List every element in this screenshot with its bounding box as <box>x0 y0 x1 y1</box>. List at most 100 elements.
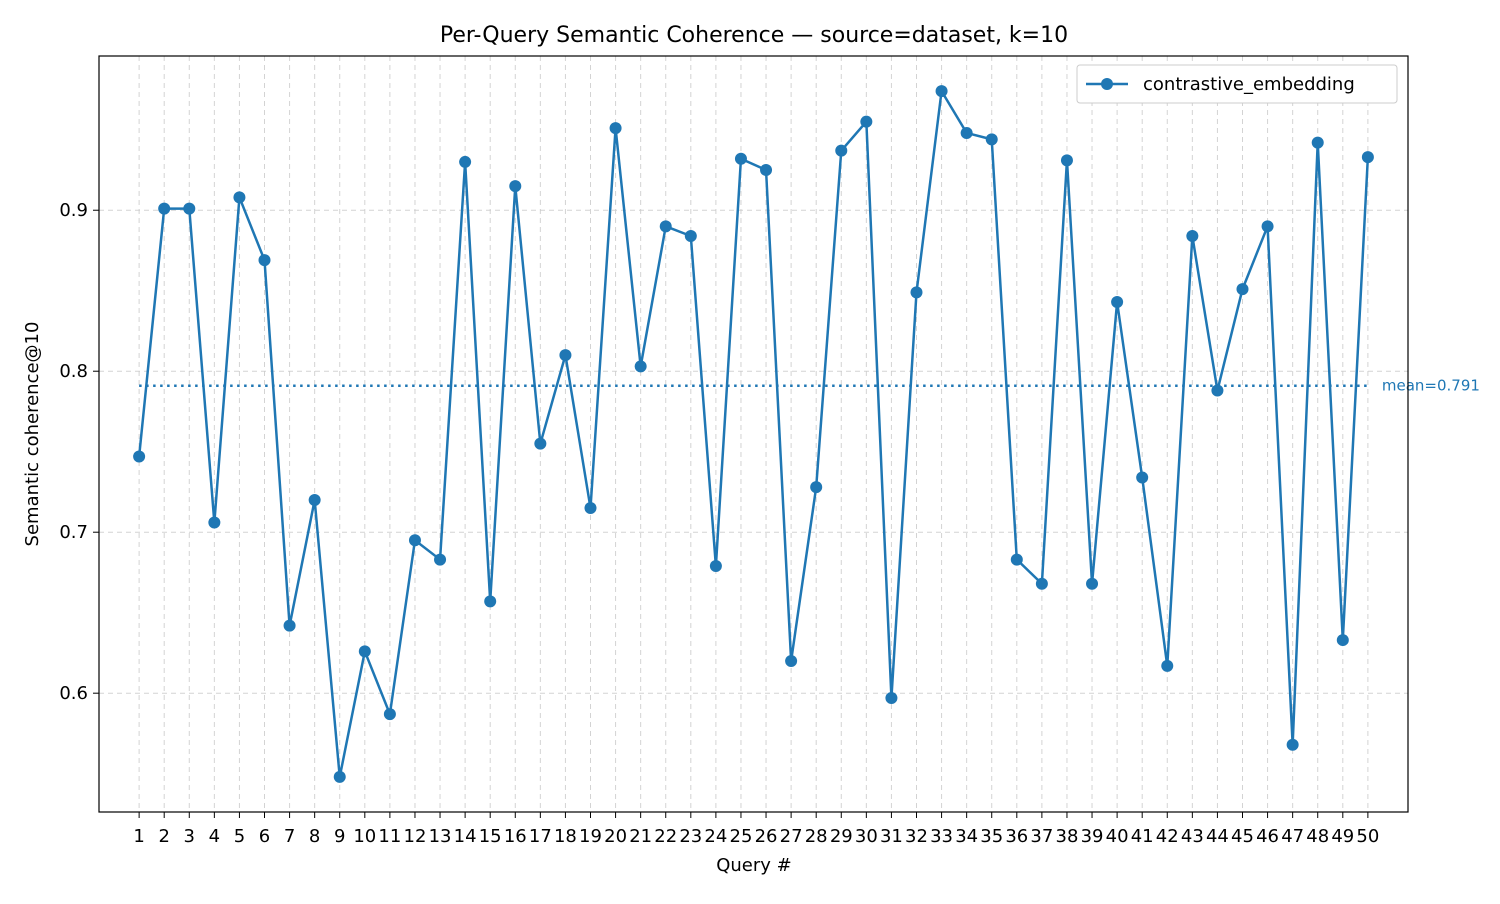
data-point <box>734 152 747 165</box>
data-point <box>960 126 973 139</box>
y-tick-label: 0.9 <box>59 200 88 221</box>
x-tick-label: 31 <box>880 826 903 847</box>
data-point <box>1286 738 1299 751</box>
x-tick-label: 24 <box>704 826 727 847</box>
data-point <box>208 516 221 529</box>
x-tick-label: 19 <box>579 826 602 847</box>
mean-label: mean=0.791 <box>1382 377 1480 395</box>
data-point <box>810 481 823 494</box>
x-tick-label: 45 <box>1231 826 1254 847</box>
chart-title: Per-Query Semantic Coherence — source=da… <box>440 23 1068 48</box>
x-tick-label: 3 <box>184 826 195 847</box>
y-tick-label: 0.8 <box>59 361 88 382</box>
x-tick-label: 40 <box>1106 826 1129 847</box>
data-point <box>1086 577 1099 590</box>
y-axis-ticks: 0.6 0.7 0.8 0.9 <box>59 200 99 704</box>
x-tick-label: 12 <box>404 826 427 847</box>
x-tick-label: 50 <box>1356 826 1379 847</box>
x-tick-label: 35 <box>980 826 1003 847</box>
data-point <box>609 122 622 135</box>
data-point <box>484 595 497 608</box>
x-tick-label: 49 <box>1331 826 1354 847</box>
data-point <box>258 254 271 267</box>
x-tick-label: 6 <box>259 826 270 847</box>
data-point <box>1211 384 1224 397</box>
data-point <box>634 360 647 373</box>
x-tick-label: 43 <box>1181 826 1204 847</box>
data-point <box>408 534 421 547</box>
x-tick-label: 33 <box>930 826 953 847</box>
x-tick-label: 25 <box>730 826 753 847</box>
y-axis-label: Semantic coherence@10 <box>22 322 43 547</box>
data-point <box>333 770 346 783</box>
data-point <box>910 286 923 299</box>
x-tick-label: 42 <box>1156 826 1179 847</box>
data-point <box>534 437 547 450</box>
x-tick-label: 11 <box>378 826 401 847</box>
series-line <box>137 89 1370 779</box>
data-point <box>1186 229 1199 242</box>
data-point <box>760 163 773 176</box>
x-tick-label: 18 <box>554 826 577 847</box>
x-tick-label: 15 <box>479 826 502 847</box>
x-tick-label: 27 <box>780 826 803 847</box>
x-tick-label: 2 <box>158 826 169 847</box>
x-tick-label: 26 <box>755 826 778 847</box>
data-point <box>935 85 948 98</box>
data-point <box>659 220 672 233</box>
data-point <box>1336 634 1349 647</box>
data-point <box>1060 154 1073 167</box>
x-tick-label: 29 <box>830 826 853 847</box>
x-tick-label: 34 <box>955 826 978 847</box>
x-tick-label: 47 <box>1281 826 1304 847</box>
x-axis-ticks: 1 2 3 4 5 6 7 8 9 10 11 12 13 14 15 16 17 18 19 20 21 22 23 24 2… <box>133 812 1379 847</box>
y-tick-label: 0.6 <box>59 683 88 704</box>
data-point <box>885 692 898 705</box>
x-axis-label: Query # <box>716 855 792 876</box>
x-tick-label: 32 <box>905 826 928 847</box>
data-point <box>985 133 998 146</box>
data-point <box>1136 471 1149 484</box>
x-tick-label: 10 <box>353 826 376 847</box>
data-point <box>283 619 296 632</box>
data-point <box>434 553 447 566</box>
data-point <box>509 180 522 193</box>
data-point <box>1361 151 1374 164</box>
data-point <box>835 144 848 157</box>
x-tick-label: 13 <box>429 826 452 847</box>
data-point <box>358 645 371 658</box>
data-point <box>1111 295 1124 308</box>
data-point <box>133 450 146 463</box>
legend-marker-swatch <box>1101 78 1113 90</box>
x-tick-label: 16 <box>504 826 527 847</box>
data-point <box>684 229 697 242</box>
x-tick-label: 44 <box>1206 826 1229 847</box>
x-tick-label: 5 <box>234 826 245 847</box>
x-tick-label: 17 <box>529 826 552 847</box>
x-tick-label: 21 <box>629 826 652 847</box>
data-point <box>308 494 321 507</box>
legend-box <box>1076 64 1398 104</box>
x-tick-label: 9 <box>334 826 345 847</box>
data-point <box>183 202 196 215</box>
mean-line-group: mean=0.791 <box>139 377 1480 395</box>
legend-label: contrastive_embedding <box>1143 74 1355 95</box>
x-tick-label: 48 <box>1306 826 1329 847</box>
data-point <box>584 502 597 515</box>
data-point <box>785 654 798 667</box>
legend: contrastive_embedding <box>1076 64 1398 104</box>
data-point <box>158 202 171 215</box>
x-tick-label: 28 <box>805 826 828 847</box>
data-point <box>383 708 396 721</box>
data-point <box>1010 553 1023 566</box>
x-tick-label: 4 <box>209 826 220 847</box>
data-point <box>709 560 722 573</box>
data-point <box>459 155 472 168</box>
x-tick-label: 7 <box>284 826 295 847</box>
x-tick-label: 23 <box>679 826 702 847</box>
x-tick-label: 20 <box>604 826 627 847</box>
data-point <box>1311 136 1324 149</box>
data-point <box>1261 220 1274 233</box>
